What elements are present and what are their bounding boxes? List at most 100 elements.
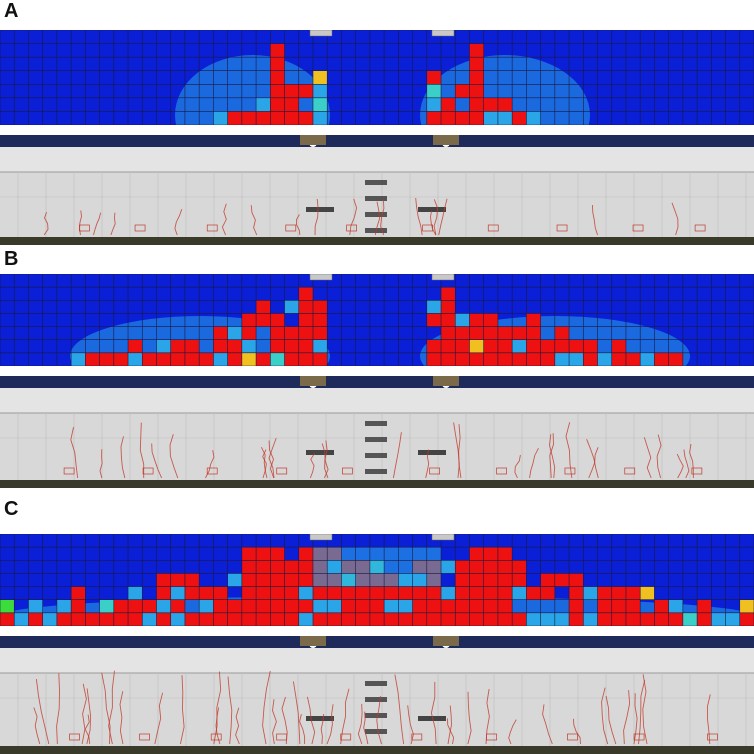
damaged-element xyxy=(213,586,228,600)
damaged-element xyxy=(455,573,470,587)
crack-line xyxy=(306,696,316,745)
damaged-element xyxy=(583,612,598,626)
damaged-element xyxy=(184,612,200,626)
damaged-element xyxy=(611,339,626,353)
fe-model-b xyxy=(0,274,754,366)
beam-flange xyxy=(0,147,754,172)
damaged-element xyxy=(426,300,442,314)
crack-tag xyxy=(346,224,357,232)
crack-column-element xyxy=(441,339,456,353)
crack-line xyxy=(272,699,277,745)
crack-line xyxy=(376,696,382,745)
damaged-element xyxy=(426,612,442,626)
damaged-element xyxy=(284,339,299,353)
damaged-element xyxy=(227,326,242,340)
crack-column-element xyxy=(241,612,257,626)
crack-line xyxy=(430,681,437,745)
crack-line xyxy=(549,434,556,479)
damaged-element xyxy=(327,612,342,626)
damaged-element xyxy=(284,352,299,366)
crack-column-element xyxy=(469,560,484,574)
damaged-element xyxy=(341,586,356,600)
damaged-element xyxy=(426,97,442,112)
damaged-element xyxy=(412,599,427,613)
crack-line xyxy=(120,436,126,479)
strain-gauge-icon xyxy=(365,713,387,718)
damaged-element xyxy=(540,586,555,600)
damaged-element xyxy=(170,586,185,600)
damaged-element xyxy=(426,586,442,600)
damaged-element xyxy=(56,612,72,626)
separator-b xyxy=(0,366,754,376)
damaged-element xyxy=(398,586,413,600)
support-plate-icon xyxy=(433,636,459,646)
damaged-element xyxy=(583,339,598,353)
beam-flange xyxy=(0,648,754,673)
crack-column-element xyxy=(256,599,271,613)
crack-column-element xyxy=(270,111,285,125)
damaged-element xyxy=(640,352,655,366)
damaged-element xyxy=(625,352,641,366)
damaged-element xyxy=(256,97,271,112)
panel-label-c: C xyxy=(4,498,19,520)
crack-line xyxy=(430,210,437,236)
strain-gauge-icon xyxy=(365,421,387,426)
damaged-element xyxy=(497,97,513,112)
crack-column-element xyxy=(270,97,285,112)
crack-tag xyxy=(633,733,645,741)
damaged-element xyxy=(526,313,541,327)
crack-line xyxy=(638,680,646,745)
crack-column-element xyxy=(497,599,513,613)
crack-column-element xyxy=(497,547,513,561)
damaged-element xyxy=(28,612,43,626)
damaged-element xyxy=(455,339,470,353)
damaged-element xyxy=(569,352,584,366)
damaged-element xyxy=(213,111,228,125)
crack-column-element xyxy=(469,84,484,98)
damaged-element xyxy=(213,339,228,353)
tarp-strip xyxy=(0,135,754,147)
crack-column-element xyxy=(298,313,313,327)
damaged-element xyxy=(412,586,427,600)
crack-column-element xyxy=(469,612,484,626)
crack-column-element xyxy=(469,57,484,71)
crack-line xyxy=(139,422,145,479)
damaged-element xyxy=(270,313,285,327)
damaged-element xyxy=(369,599,385,613)
crack-line xyxy=(683,449,690,479)
support-plate-icon xyxy=(433,135,459,145)
crack-line xyxy=(529,447,539,479)
fe-model-a xyxy=(0,30,754,125)
crack-column-element xyxy=(441,300,456,314)
crack-line xyxy=(99,449,103,479)
damaged-element xyxy=(369,586,385,600)
damaged-element xyxy=(298,84,313,98)
crack-tag xyxy=(206,467,218,475)
damaged-element xyxy=(398,599,413,613)
crack-line xyxy=(633,693,638,745)
damaged-element xyxy=(341,612,356,626)
crack-line xyxy=(174,209,183,236)
damaged-element xyxy=(28,599,43,613)
crack-column-element xyxy=(270,84,285,98)
crack-line xyxy=(549,433,554,479)
damaged-element xyxy=(241,313,257,327)
beam-photo-svg-a xyxy=(0,135,754,245)
crack-line xyxy=(70,427,79,479)
damaged-element xyxy=(256,352,271,366)
crack-line xyxy=(262,670,271,745)
crack-column-element xyxy=(241,599,257,613)
damaged-element xyxy=(597,586,612,600)
crack-line xyxy=(689,444,694,479)
crack-line xyxy=(119,691,124,745)
crack-column-element xyxy=(241,560,257,574)
loading-plate-icon xyxy=(431,274,455,281)
damaged-element xyxy=(213,612,228,626)
crack-line xyxy=(93,212,102,236)
strain-gauge-icon xyxy=(365,697,387,702)
damaged-element xyxy=(227,339,242,353)
damaged-element xyxy=(554,573,570,587)
damaged-element xyxy=(384,612,399,626)
crack-line xyxy=(324,440,329,479)
crack-line xyxy=(213,671,222,745)
